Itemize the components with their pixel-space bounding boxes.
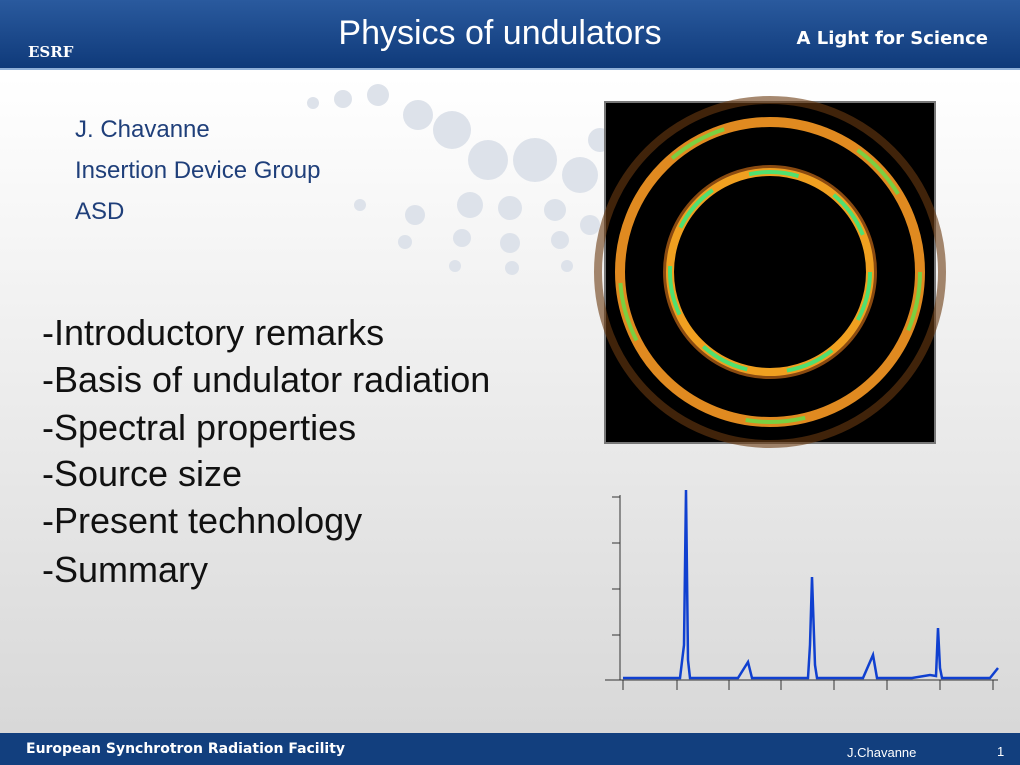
- slide-title: Physics of undulators: [338, 14, 662, 52]
- footer-author: J.Chavanne: [847, 745, 917, 760]
- outline-item: -Introductory remarks: [42, 312, 385, 353]
- footer-organization: European Synchrotron Radiation Facility: [26, 741, 346, 757]
- spectrum-plot: [605, 489, 999, 690]
- author-line: Insertion Device Group: [75, 157, 321, 184]
- outline-item: -Source size: [42, 453, 243, 494]
- ring-image: [594, 96, 946, 448]
- page-number: 1: [997, 744, 1005, 759]
- footer-bar: [0, 733, 1020, 765]
- author-line: ASD: [75, 198, 125, 225]
- author-line: J. Chavanne: [75, 116, 210, 143]
- outline-item: -Present technology: [42, 500, 363, 541]
- tagline: A Light for Science: [796, 28, 988, 49]
- outline-item: -Spectral properties: [42, 407, 357, 448]
- outline-item: -Summary: [42, 549, 209, 590]
- outline-item: -Basis of undulator radiation: [42, 359, 491, 400]
- dots: [307, 84, 612, 275]
- header-bar: [0, 0, 1020, 70]
- logo: ESRF: [28, 43, 74, 61]
